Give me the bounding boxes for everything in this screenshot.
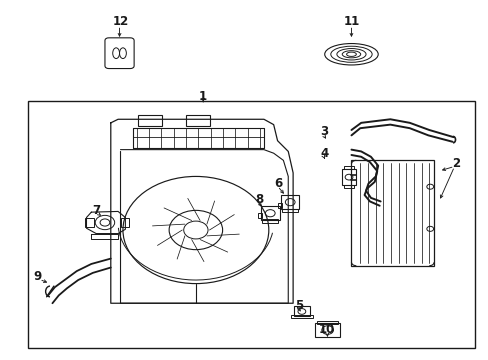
Bar [137, 115, 162, 126]
Text: 11: 11 [343, 14, 359, 27]
Bar [282, 208, 297, 212]
Bar [351, 160, 433, 266]
Bar [28, 102, 474, 348]
Bar [344, 166, 353, 169]
Text: 7: 7 [92, 204, 100, 217]
Text: 6: 6 [274, 177, 282, 190]
Bar [258, 213, 262, 218]
Bar [262, 219, 278, 223]
Bar [293, 306, 309, 316]
Bar [314, 323, 340, 337]
Text: 3: 3 [320, 125, 328, 138]
Bar [290, 315, 312, 318]
Bar [341, 169, 356, 185]
Text: 5: 5 [294, 299, 303, 312]
Text: 2: 2 [451, 157, 459, 170]
Bar [260, 206, 280, 220]
Bar [186, 115, 210, 126]
Bar [317, 321, 337, 324]
Text: 1: 1 [199, 90, 207, 103]
Text: 9: 9 [34, 270, 42, 283]
Text: 12: 12 [112, 14, 128, 27]
Bar [85, 218, 94, 227]
Text: 4: 4 [320, 147, 328, 160]
Text: 10: 10 [318, 323, 335, 336]
Bar [344, 185, 353, 188]
Bar [120, 218, 129, 227]
Text: 8: 8 [254, 193, 263, 206]
Bar [277, 203, 282, 208]
Bar [281, 195, 299, 209]
